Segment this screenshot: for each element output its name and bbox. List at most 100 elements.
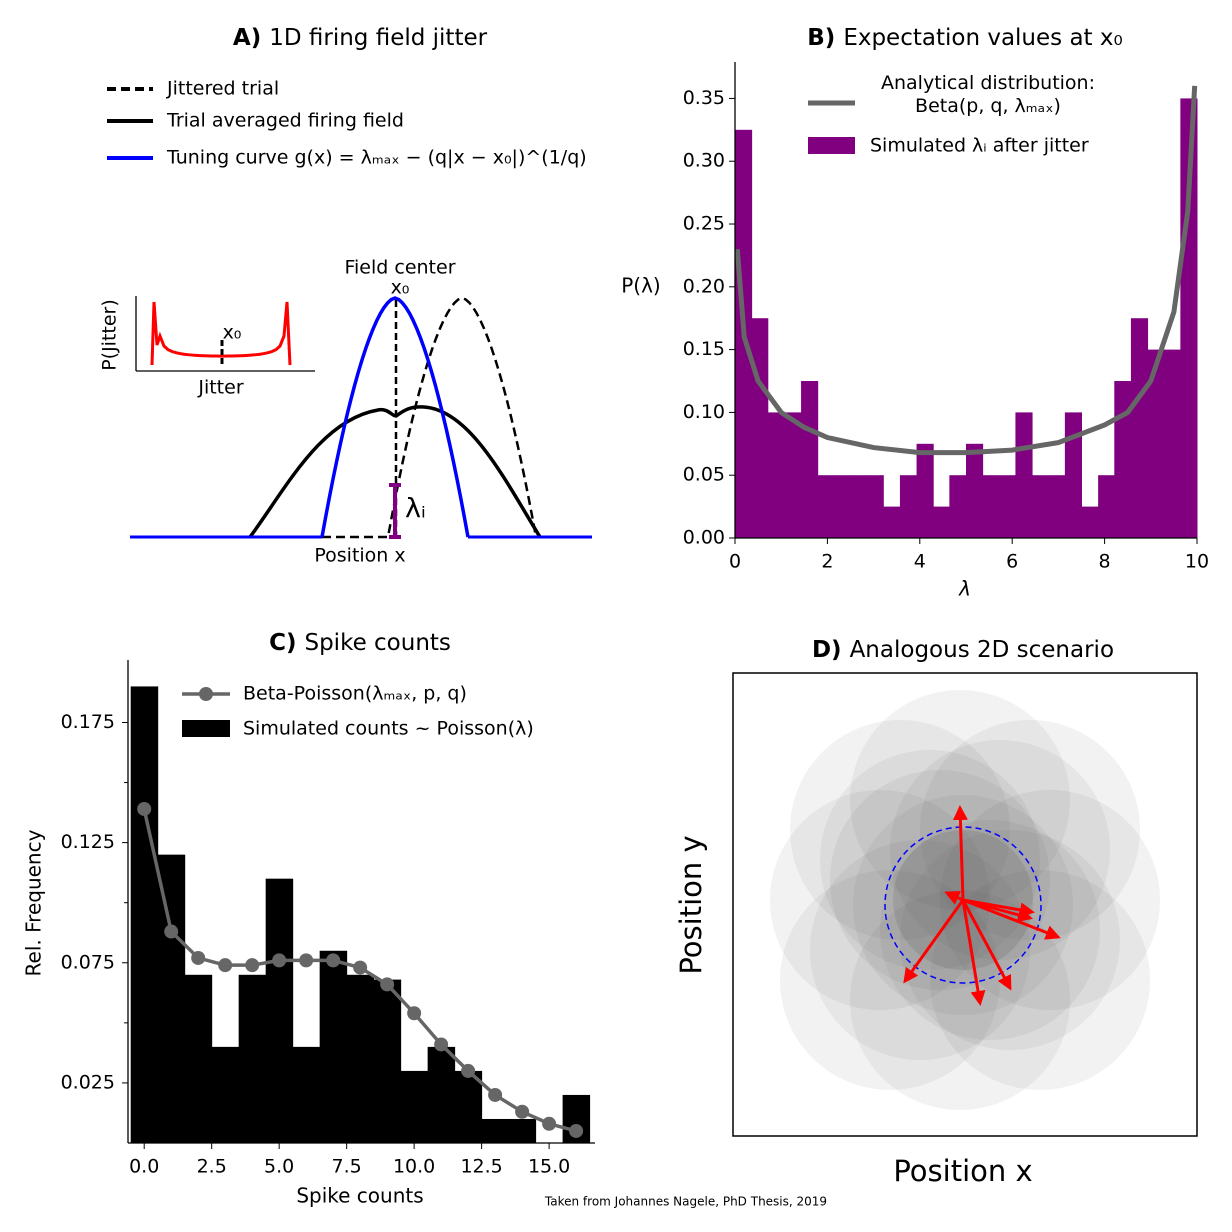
y-tick-label: 0.125 <box>61 831 115 853</box>
x-tick-label: 4 <box>914 551 926 573</box>
y-label: Rel. Frequency <box>22 829 46 976</box>
field-blob <box>920 720 1140 940</box>
bar <box>966 443 984 538</box>
legend-label: Simulated counts ~ Poisson(λ) <box>243 718 534 740</box>
x-tick-label: 5.0 <box>264 1156 294 1178</box>
y-tick-label: 0.30 <box>683 150 725 172</box>
bar <box>1015 412 1033 538</box>
field-blob <box>930 870 1150 1090</box>
point <box>218 958 233 973</box>
bar <box>1164 349 1181 538</box>
legend-label: Jittered trial <box>166 78 279 100</box>
x-tick-label: 6 <box>1006 551 1018 573</box>
frame <box>732 672 1198 1137</box>
bar <box>481 1118 510 1143</box>
panel-label: B) <box>807 25 835 51</box>
jitter-arrow <box>944 890 964 905</box>
field-blob <box>790 720 1010 940</box>
point <box>569 1123 584 1138</box>
bar <box>751 318 769 538</box>
panel-label: C) <box>269 630 296 656</box>
center-label: x₀ <box>391 277 410 299</box>
field-blob <box>890 740 1110 960</box>
legend-label: Tuning curve g(x) = λₘₐₓ − (q|x − x₀|)^(… <box>166 147 587 169</box>
panel-title: C) Spike counts <box>269 630 451 656</box>
bar <box>265 878 294 1143</box>
inset-ylabel: P(Jitter) <box>99 299 121 371</box>
bar <box>982 475 1000 538</box>
y-tick-label: 0.05 <box>683 464 725 486</box>
x-tick-label: 2 <box>821 551 833 573</box>
point <box>299 953 314 968</box>
line <box>734 85 1198 456</box>
panel-title: D) Analogous 2D scenario <box>812 637 1114 663</box>
bar <box>238 974 267 1143</box>
bar <box>1130 318 1149 538</box>
y-label: Position y <box>674 835 708 974</box>
panel-title-text: Expectation values at x₀ <box>843 25 1122 51</box>
y-tick-label: 0.00 <box>683 527 725 549</box>
bar <box>508 1118 537 1143</box>
point <box>542 1116 557 1131</box>
bar <box>1180 98 1198 538</box>
jitter-arrow <box>962 898 1033 923</box>
bar <box>157 854 186 1143</box>
bar <box>833 475 851 538</box>
point <box>245 958 260 973</box>
field-blob <box>770 790 990 1010</box>
bar <box>1081 506 1099 538</box>
point <box>434 1037 449 1052</box>
x-label: λ <box>958 577 971 601</box>
x-tick-label: 7.5 <box>332 1156 362 1178</box>
legend-swatch <box>182 720 230 737</box>
y-tick-label: 0.35 <box>683 87 725 109</box>
bar <box>867 475 884 538</box>
bar <box>373 979 402 1143</box>
jitter-arrow <box>903 899 965 984</box>
y-label: P(λ) <box>621 274 661 298</box>
bar <box>899 475 918 538</box>
x-label: Position x <box>893 1154 1032 1188</box>
inset-xlabel: Jitter <box>197 377 243 399</box>
field-blob <box>820 750 1040 970</box>
field-blob <box>830 770 1050 990</box>
bar <box>184 974 213 1143</box>
lambda-label: λᵢ <box>405 494 426 525</box>
bar <box>130 686 159 1143</box>
y-tick-label: 0.20 <box>683 275 725 297</box>
bar <box>916 443 934 538</box>
bar <box>767 412 785 538</box>
legend-label: Beta-Poisson(λₘₐₓ, p, q) <box>243 683 467 705</box>
bar <box>817 475 835 538</box>
point <box>272 953 287 968</box>
bar <box>949 475 967 538</box>
field-blob <box>850 890 1070 1110</box>
x-tick-label: 10.0 <box>393 1156 435 1178</box>
panel-title: B) Expectation values at x₀ <box>807 25 1122 51</box>
lambda-marker <box>389 483 401 539</box>
y-tick-label: 0.075 <box>61 951 115 973</box>
point <box>515 1104 530 1119</box>
legend-label: Analytical distribution: Beta(p, q, λₘₐₓ… <box>880 72 1096 117</box>
bar <box>211 1046 240 1143</box>
x-tick-label: 8 <box>1099 551 1111 573</box>
legend-label: Trial averaged firing field <box>166 110 404 132</box>
bar <box>346 974 375 1143</box>
panel-label: D) <box>812 637 842 663</box>
point <box>353 960 368 975</box>
x-tick-label: 12.5 <box>460 1156 502 1178</box>
point <box>191 950 206 965</box>
panel-title-text: Spike counts <box>304 630 450 656</box>
field-blob <box>850 690 1070 910</box>
bar <box>998 475 1016 538</box>
point <box>461 1063 476 1078</box>
bar <box>319 950 348 1143</box>
legend-label: Simulated λᵢ after jitter <box>870 135 1089 157</box>
jitter-arrow <box>961 899 1012 991</box>
bar <box>801 381 819 538</box>
y-tick-label: 0.175 <box>61 711 115 733</box>
panel-title: A) 1D firing field jitter <box>233 25 488 51</box>
bar <box>1064 412 1082 538</box>
bar <box>883 506 901 538</box>
field-blob <box>880 820 1100 1040</box>
